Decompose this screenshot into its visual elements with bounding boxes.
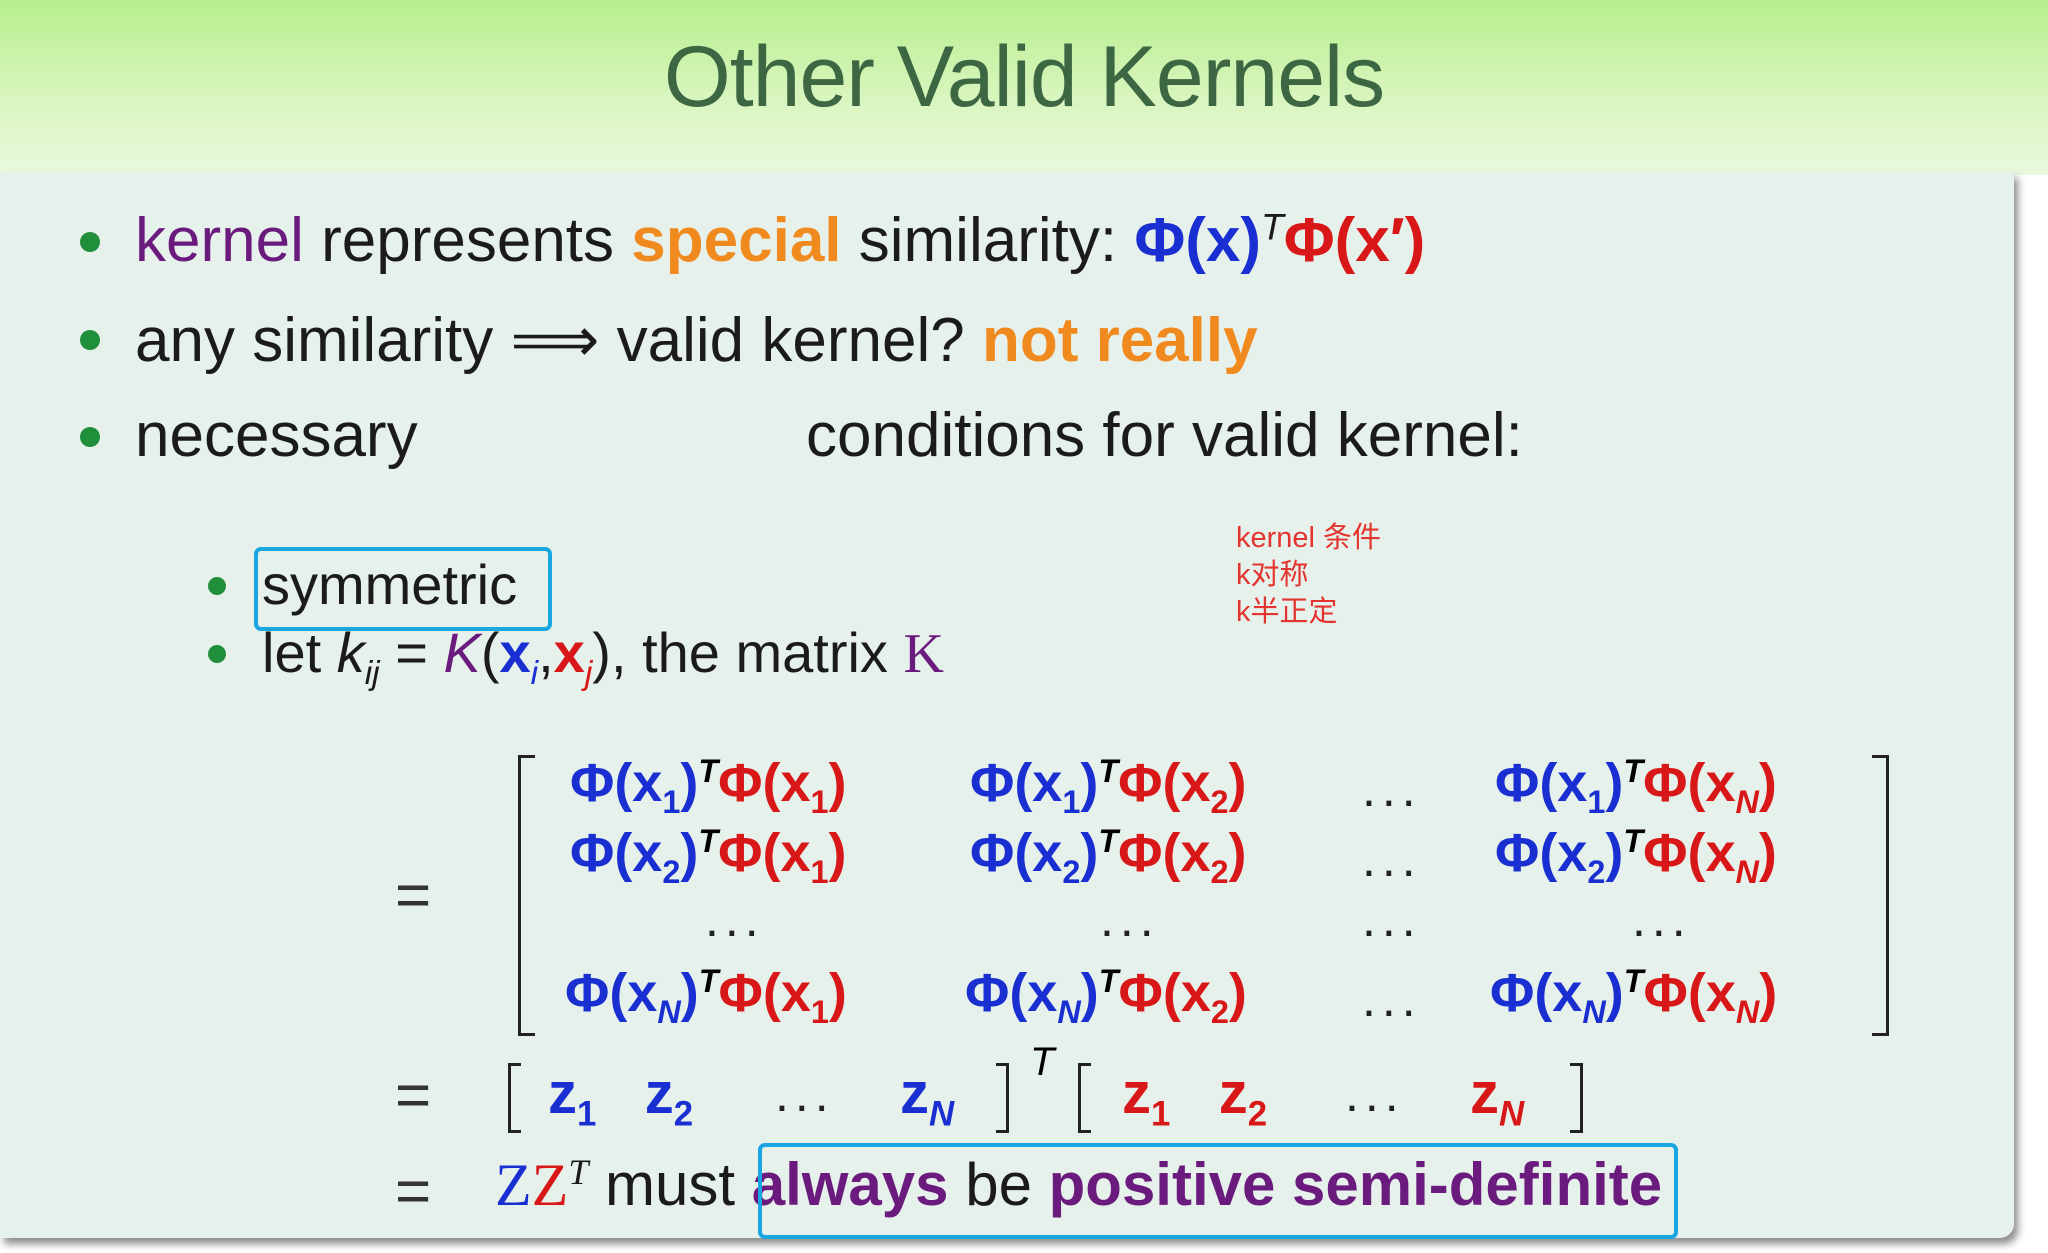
- special-word: special: [631, 206, 842, 275]
- let-word: let: [262, 621, 322, 684]
- matrix-cell-n-n: Φ(xN)TΦ(xN): [1490, 963, 1778, 1030]
- kij-formula: kij = K(xi,xj): [336, 621, 611, 693]
- slide-title: Other Valid Kernels: [663, 29, 1385, 125]
- matrix-cell-n-1: Φ(xN)TΦ(x1): [565, 963, 847, 1030]
- final-psd-line: ZZT must always be positive semi-definit…: [495, 1150, 1662, 1220]
- let-kij-line: let kij = K(xi,xj), the matrix K: [262, 620, 944, 693]
- z-right-bracket: [1570, 1063, 1583, 1133]
- matrix-dots: ...: [1100, 891, 1160, 947]
- matrix-cell-1-n: Φ(x1)TΦ(xN): [1495, 753, 1777, 820]
- bullet-dot: [80, 330, 100, 350]
- not-really-text: not really: [981, 306, 1258, 375]
- matrix-cell-2-n: Φ(x2)TΦ(xN): [1495, 823, 1777, 890]
- similarity-word: similarity:: [858, 206, 1118, 275]
- bullet-necessary-right: conditions for valid kernel:: [806, 401, 1523, 470]
- annotation-line-3: k半正定: [1236, 596, 1338, 628]
- matrix-cell-2-1: Φ(x2)TΦ(x1): [570, 823, 847, 890]
- sub-bullet-dot: [208, 645, 226, 663]
- matrix-K-symbol: K: [903, 623, 944, 685]
- equals-sign: =: [395, 861, 432, 930]
- matrix-cell-n-2: Φ(xN)TΦ(x2): [965, 963, 1247, 1030]
- matrix-cell-2-2: Φ(x2)TΦ(x2): [970, 823, 1247, 890]
- symmetric-text: symmetric: [262, 553, 518, 616]
- slide-content-panel: [0, 172, 2014, 1238]
- z-right-bracket: [996, 1063, 1009, 1133]
- matrix-dots: ...: [1362, 761, 1422, 817]
- handwritten-annotation: kernel 条件 k对称 k半正定: [1236, 520, 1381, 631]
- represents-word: represents: [321, 206, 615, 275]
- any-similarity-text: any similarity ⟹ valid kernel?: [135, 306, 965, 375]
- matrix-cell-1-2: Φ(x1)TΦ(x2): [970, 753, 1247, 820]
- symmetric-highlight-box: [254, 547, 552, 631]
- matrix-dots: ...: [1362, 971, 1422, 1027]
- ZZT-symbol: ZZT: [495, 1152, 589, 1218]
- z-vector-red-n: zN: [1470, 1061, 1525, 1134]
- matrix-dots: ...: [1632, 891, 1692, 947]
- z-vector-blue: z1 z2: [548, 1061, 694, 1134]
- z-left-bracket: [1078, 1063, 1091, 1133]
- matrix-dots: ...: [705, 891, 765, 947]
- be-word: be: [965, 1151, 1032, 1218]
- slide-header: Other Valid Kernels: [0, 0, 2048, 175]
- bullet-kernel-represents: kernel represents special similarity: Φ(…: [135, 205, 1425, 276]
- bullet-dot: [80, 427, 100, 447]
- z-vector-blue-n: zN: [900, 1061, 955, 1134]
- formula-phi-x-phi-xprime: Φ(x)TΦ(x′): [1134, 205, 1426, 275]
- matrix-dots: ...: [1345, 1066, 1405, 1122]
- bullet-any-similarity: any similarity ⟹ valid kernel? not reall…: [135, 303, 1258, 376]
- bullet-necessary-left: necessary: [135, 401, 418, 470]
- sub-bullet-dot: [208, 577, 226, 595]
- psd-phrase: positive semi-definite: [1048, 1151, 1663, 1218]
- kernel-word: kernel: [135, 206, 304, 275]
- matrix-dots: ...: [1362, 831, 1422, 887]
- matrix-left-bracket: [518, 755, 535, 1036]
- annotation-line-1: kernel 条件: [1236, 522, 1382, 554]
- bullet-dot: [80, 232, 100, 252]
- psd-highlight-box: [758, 1143, 1678, 1239]
- matrix-dots: ...: [1362, 891, 1422, 947]
- matrix-right-bracket: [1872, 755, 1889, 1036]
- annotation-line-2: k对称: [1236, 559, 1309, 591]
- matrix-dots: ...: [775, 1066, 835, 1122]
- the-matrix-text: , the matrix: [610, 621, 888, 684]
- always-word: always: [751, 1151, 949, 1218]
- must-word: must: [605, 1151, 736, 1218]
- z-left-bracket: [508, 1063, 521, 1133]
- equals-sign: =: [395, 1061, 432, 1130]
- transpose-T: T: [1030, 1040, 1055, 1084]
- equals-sign: =: [395, 1157, 432, 1226]
- matrix-cell-1-1: Φ(x1)TΦ(x1): [570, 753, 847, 820]
- z-vector-red: z1 z2: [1122, 1061, 1268, 1134]
